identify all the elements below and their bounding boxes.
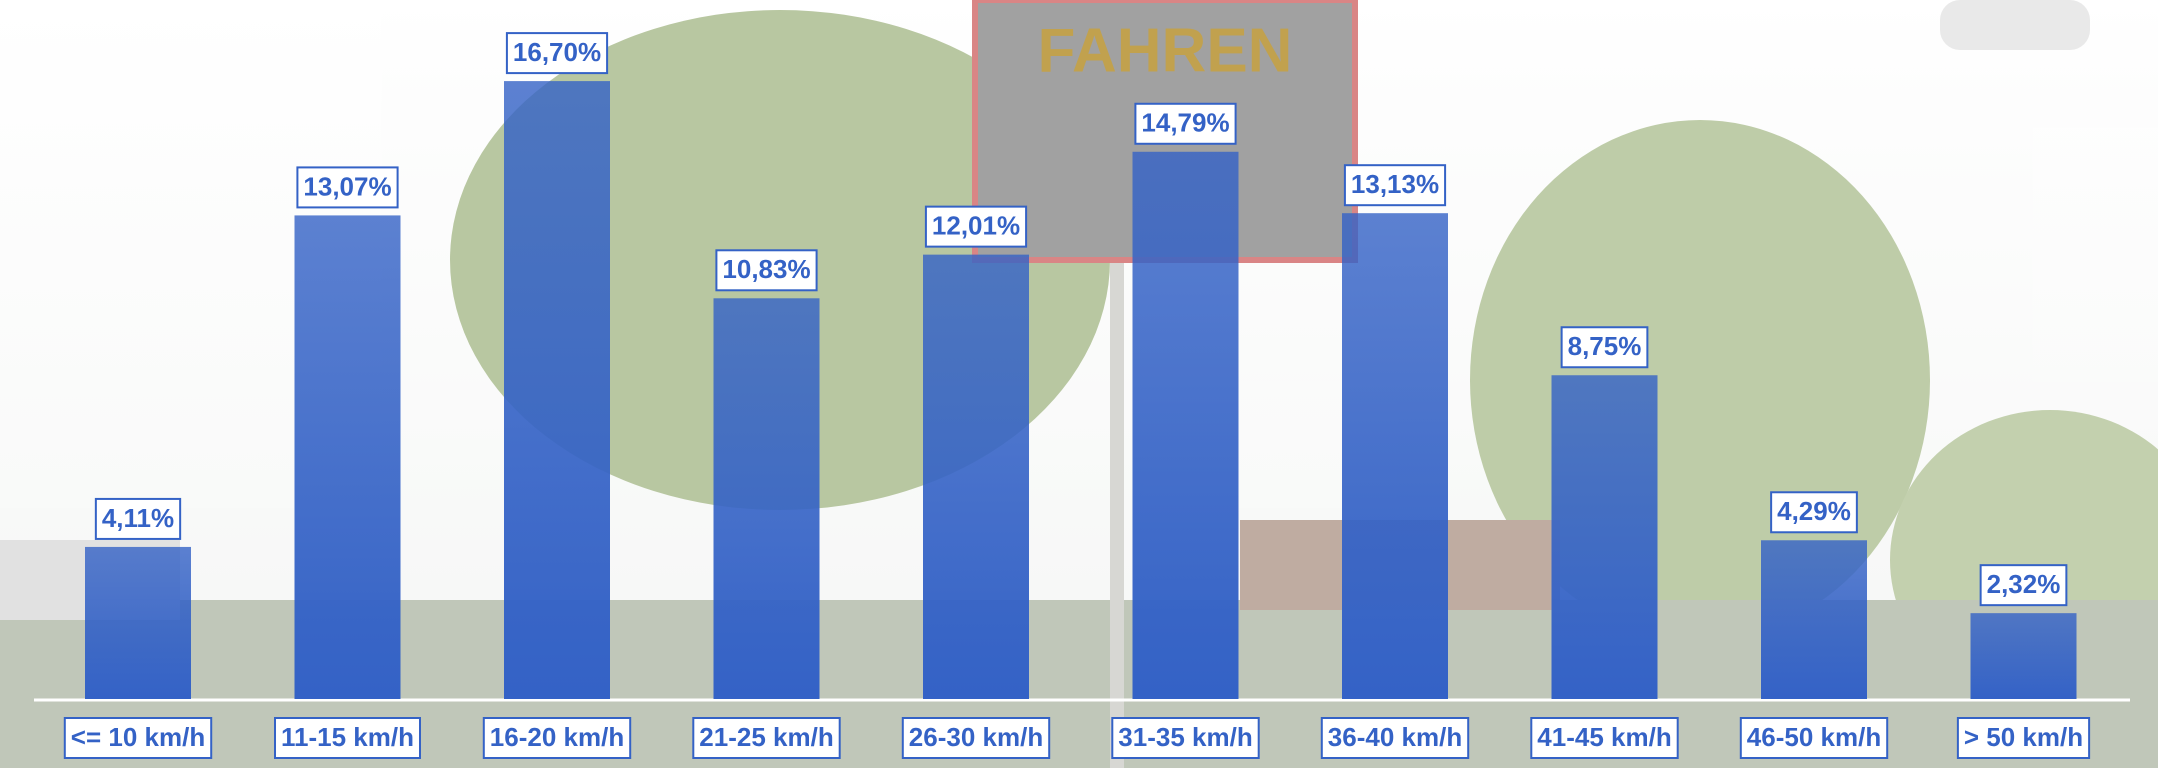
x-tick-label-box [1111,717,1260,759]
x-tick-label-box [1739,717,1889,759]
value-label: 16,70% [513,37,601,67]
x-tick-label-box [274,717,421,759]
value-label-box [715,249,818,292]
value-label: 13,07% [303,171,391,201]
sign-text: FAHREN [1038,16,1293,85]
x-tick-label: 36-40 km/h [1328,722,1462,752]
bar [1132,151,1239,699]
x-tick-label-box [63,717,213,759]
bar [1970,613,2077,699]
value-label-box [296,166,399,209]
value-label: 4,11% [102,503,174,533]
value-label: 13,13% [1351,169,1439,199]
bar [1551,375,1658,699]
bar [504,81,610,700]
bar [294,215,401,699]
x-tick-label-box [1320,717,1470,759]
value-label-box [1134,102,1237,145]
x-tick-label: > 50 km/h [1964,722,2083,752]
x-tick-label: 46-50 km/h [1747,722,1881,752]
value-label-box [505,32,609,75]
value-label-box [94,497,182,540]
value-label: 2,32% [1987,569,2061,599]
value-label: 12,01% [932,211,1020,241]
x-tick-label: 16-20 km/h [490,722,624,752]
x-tick-label-box [1956,717,2091,759]
x-tick-label: 26-30 km/h [909,722,1043,752]
bar [1761,540,1867,699]
x-tick-label-box [1530,717,1679,759]
x-tick-label: 41-45 km/h [1537,722,1671,752]
value-label: 4,29% [1777,496,1851,526]
x-tick-label: <= 10 km/h [71,722,205,752]
x-tick-label-box [482,717,632,759]
x-tick-label-box [901,717,1051,759]
x-tick-label-box [692,717,841,759]
x-tick-label: 31-35 km/h [1118,722,1252,752]
value-label-box [1770,491,1858,534]
value-label-box [1343,164,1447,207]
bar [923,254,1029,699]
value-label-box [1979,564,2068,607]
bar [85,546,191,699]
value-label-box [924,205,1028,248]
value-label: 14,79% [1141,108,1229,138]
value-label: 8,75% [1568,331,1642,361]
bar [713,298,820,699]
x-tick-label: 11-15 km/h [281,722,414,752]
x-tick-label: 21-25 km/h [699,722,833,752]
value-label: 10,83% [722,254,810,284]
bar [1342,213,1448,699]
value-label-box [1560,326,1649,369]
